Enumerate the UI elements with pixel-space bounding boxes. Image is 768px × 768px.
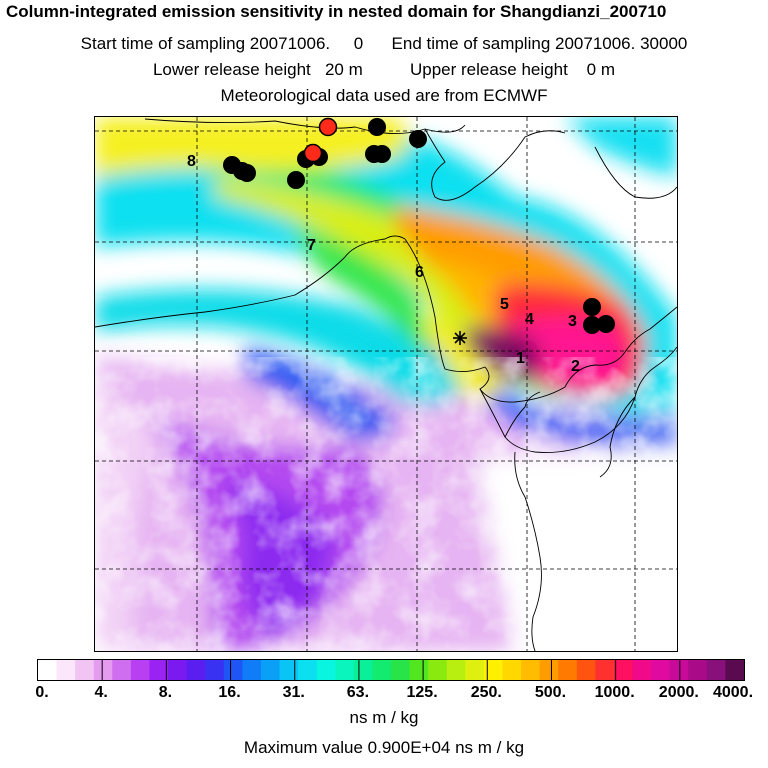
colorbar-swatch: [75, 660, 95, 680]
colorbar-swatch: [316, 660, 336, 680]
colorbar-swatch: [539, 660, 559, 680]
coastlines-and-borders: [95, 118, 677, 651]
colorbar-swatches: [38, 660, 744, 680]
colorbar-swatch: [595, 660, 615, 680]
colorbar-tick-label: 4000.: [712, 684, 754, 701]
cluster-label-7: 7: [307, 237, 316, 254]
colorbar-swatch: [428, 660, 448, 680]
cluster-label-5: 5: [500, 296, 509, 313]
sampling-time-line: Start time of sampling 20071006. 0 End t…: [80, 34, 688, 53]
colorbar-swatch: [353, 660, 374, 680]
colorbar-tick-label: 4.: [94, 684, 108, 701]
cluster-label-4: 4: [525, 311, 534, 328]
colorbar-swatch: [186, 660, 206, 680]
colorbar-swatch: [706, 660, 727, 680]
colorbar-tick-label: 16.: [218, 684, 241, 701]
colorbar-swatch: [130, 660, 151, 680]
colorbar-tick-label: 63.: [346, 684, 370, 701]
colorbar-tick-label: 500.: [534, 684, 567, 701]
colorbar-swatch: [576, 660, 596, 680]
colorbar-tick-label: 1000.: [594, 684, 635, 701]
cluster-label-6: 6: [415, 264, 424, 281]
colorbar-swatch: [446, 660, 466, 680]
colorbar-swatch: [242, 660, 262, 680]
colorbar-swatch: [483, 660, 504, 680]
colorbar-swatch: [298, 660, 318, 680]
colorbar-swatch: [502, 660, 522, 680]
cluster-label-3: 3: [568, 313, 577, 330]
colorbar-swatch: [223, 660, 243, 680]
colorbar-swatch: [391, 660, 411, 680]
colorbar-swatch: [335, 660, 355, 680]
lat-lon-grid: [95, 117, 677, 651]
colorbar-swatch: [632, 660, 652, 680]
colorbar-swatch: [613, 660, 634, 680]
colorbar: [37, 659, 745, 681]
colorbar-swatch: [205, 660, 225, 680]
cluster-label-8: 8: [187, 153, 196, 170]
colorbar-swatch: [558, 660, 578, 680]
colorbar-tick-label: 125.: [406, 684, 438, 701]
colorbar-swatch: [688, 660, 708, 680]
emission-sensitivity-map: 1 2 3 4 5 6 7 8: [95, 117, 677, 651]
colorbar-units: ns m / kg: [349, 708, 419, 727]
map-panel: 1 2 3 4 5 6 7 8: [94, 116, 678, 652]
cluster-label-2: 2: [571, 358, 580, 375]
cluster-markers: [223, 117, 615, 334]
cluster-label-1: 1: [516, 350, 525, 367]
colorbar-swatch: [168, 660, 188, 680]
colorbar-swatch: [260, 660, 281, 680]
colorbar-swatch: [56, 660, 76, 680]
colorbar-swatch: [93, 660, 113, 680]
colorbar-swatch: [651, 660, 671, 680]
colorbar-swatch: [279, 660, 299, 680]
colorbar-swatch: [112, 660, 132, 680]
colorbar-swatch: [409, 660, 429, 680]
colorbar-tick-label: 0.: [35, 684, 49, 701]
maximum-value: Maximum value 0.900E+04 ns m / kg: [243, 738, 525, 757]
colorbar-swatch: [149, 660, 169, 680]
plot-title: Column-integrated emission sensitivity i…: [6, 2, 667, 21]
colorbar-tick-label: 8.: [158, 684, 173, 701]
low-sensitivity-speckle: [95, 357, 677, 651]
colorbar-swatch: [38, 660, 58, 680]
colorbar-tick-label: 2000.: [658, 684, 699, 701]
receptor-marker: [453, 331, 467, 345]
cluster-labels: 1 2 3 4 5 6 7 8: [187, 153, 580, 375]
colorbar-tick-label: 31.: [282, 684, 305, 701]
colorbar-tick-label: 250.: [470, 684, 502, 701]
colorbar-swatch: [465, 660, 485, 680]
colorbar-swatch: [521, 660, 541, 680]
release-height-line: Lower release height 20 m Upper release …: [152, 60, 616, 79]
met-data-line: Meteorological data used are from ECMWF: [220, 86, 548, 105]
colorbar-swatch: [725, 660, 744, 680]
colorbar-swatch: [372, 660, 392, 680]
colorbar-swatch: [669, 660, 689, 680]
